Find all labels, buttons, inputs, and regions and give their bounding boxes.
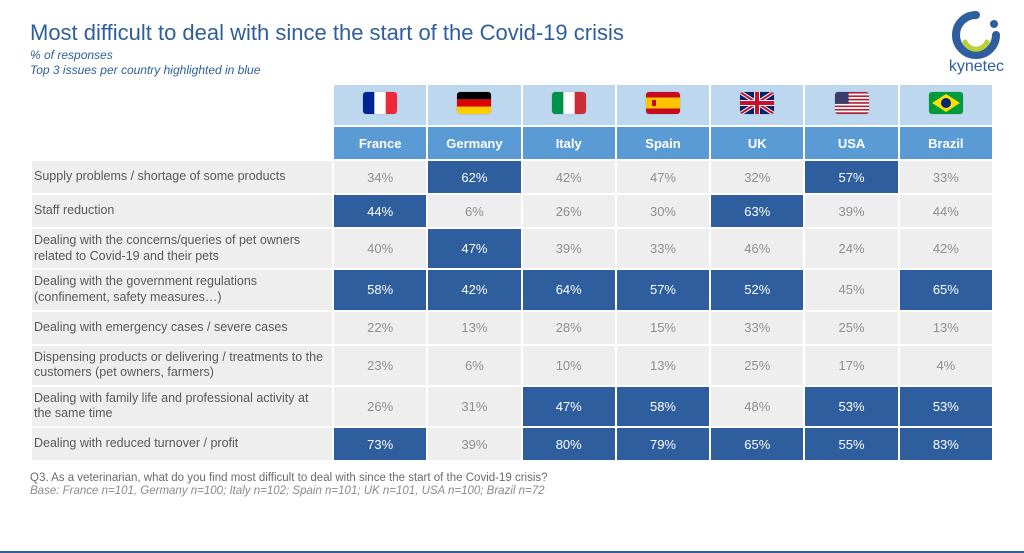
- data-cell: 64%: [523, 270, 615, 309]
- data-cell: 33%: [900, 161, 992, 193]
- data-cell: 39%: [523, 229, 615, 268]
- germany-flag-icon: [457, 92, 491, 114]
- data-cell: 73%: [334, 428, 426, 460]
- data-table: FranceGermanyItalySpainUKUSABrazil Suppl…: [30, 83, 994, 462]
- data-cell: 26%: [523, 195, 615, 227]
- flag-header-brazil: [900, 85, 992, 125]
- subtitle-1: % of responses: [30, 48, 994, 62]
- data-cell: 25%: [805, 312, 897, 344]
- empty-header: [32, 127, 332, 159]
- data-cell: 26%: [334, 387, 426, 426]
- data-cell: 47%: [617, 161, 709, 193]
- flag-header-spain: [617, 85, 709, 125]
- data-cell: 33%: [711, 312, 803, 344]
- flag-header-italy: [523, 85, 615, 125]
- data-cell: 15%: [617, 312, 709, 344]
- data-cell: 53%: [900, 387, 992, 426]
- data-cell: 58%: [617, 387, 709, 426]
- flag-header-uk: [711, 85, 803, 125]
- row-label: Supply problems / shortage of some produ…: [32, 161, 332, 193]
- data-cell: 58%: [334, 270, 426, 309]
- data-cell: 63%: [711, 195, 803, 227]
- footer-base: Base: France n=101, Germany n=100; Italy…: [30, 485, 994, 497]
- row-label: Dispensing products or delivering / trea…: [32, 346, 332, 385]
- data-cell: 65%: [711, 428, 803, 460]
- footer: Q3. As a veterinarian, what do you find …: [30, 472, 994, 497]
- row-label: Staff reduction: [32, 195, 332, 227]
- flag-header-germany: [428, 85, 520, 125]
- logo-text: kynetec: [949, 58, 1004, 76]
- data-cell: 32%: [711, 161, 803, 193]
- data-cell: 65%: [900, 270, 992, 309]
- data-cell: 24%: [805, 229, 897, 268]
- row-label: Dealing with emergency cases / severe ca…: [32, 312, 332, 344]
- data-cell: 79%: [617, 428, 709, 460]
- data-cell: 46%: [711, 229, 803, 268]
- footer-question: Q3. As a veterinarian, what do you find …: [30, 472, 994, 484]
- flag-header-france: [334, 85, 426, 125]
- data-cell: 13%: [428, 312, 520, 344]
- data-cell: 53%: [805, 387, 897, 426]
- country-header: Spain: [617, 127, 709, 159]
- data-cell: 42%: [900, 229, 992, 268]
- data-cell: 47%: [523, 387, 615, 426]
- data-cell: 55%: [805, 428, 897, 460]
- empty-header: [32, 85, 332, 125]
- data-cell: 57%: [617, 270, 709, 309]
- row-label: Dealing with the government regulations …: [32, 270, 332, 309]
- data-cell: 48%: [711, 387, 803, 426]
- data-cell: 33%: [617, 229, 709, 268]
- france-flag-icon: [363, 92, 397, 114]
- data-cell: 10%: [523, 346, 615, 385]
- data-cell: 31%: [428, 387, 520, 426]
- flag-header-usa: [805, 85, 897, 125]
- data-cell: 42%: [428, 270, 520, 309]
- data-cell: 28%: [523, 312, 615, 344]
- data-cell: 45%: [805, 270, 897, 309]
- country-header: Brazil: [900, 127, 992, 159]
- country-header: France: [334, 127, 426, 159]
- data-cell: 83%: [900, 428, 992, 460]
- row-label: Dealing with the concerns/queries of pet…: [32, 229, 332, 268]
- data-cell: 13%: [900, 312, 992, 344]
- usa-flag-icon: [835, 92, 869, 114]
- data-cell: 30%: [617, 195, 709, 227]
- data-cell: 42%: [523, 161, 615, 193]
- data-cell: 6%: [428, 195, 520, 227]
- page-title: Most difficult to deal with since the st…: [30, 20, 994, 46]
- data-cell: 39%: [805, 195, 897, 227]
- data-cell: 39%: [428, 428, 520, 460]
- data-cell: 4%: [900, 346, 992, 385]
- subtitle-2: Top 3 issues per country highlighted in …: [30, 63, 994, 77]
- data-cell: 40%: [334, 229, 426, 268]
- data-cell: 44%: [900, 195, 992, 227]
- country-header: Germany: [428, 127, 520, 159]
- data-cell: 57%: [805, 161, 897, 193]
- country-header: Italy: [523, 127, 615, 159]
- data-cell: 22%: [334, 312, 426, 344]
- data-cell: 34%: [334, 161, 426, 193]
- data-cell: 6%: [428, 346, 520, 385]
- uk-flag-icon: [740, 92, 774, 114]
- data-cell: 44%: [334, 195, 426, 227]
- country-header: USA: [805, 127, 897, 159]
- data-cell: 13%: [617, 346, 709, 385]
- data-cell: 25%: [711, 346, 803, 385]
- data-cell: 17%: [805, 346, 897, 385]
- data-cell: 23%: [334, 346, 426, 385]
- row-label: Dealing with reduced turnover / profit: [32, 428, 332, 460]
- data-cell: 62%: [428, 161, 520, 193]
- spain-flag-icon: [646, 92, 680, 114]
- italy-flag-icon: [552, 92, 586, 114]
- logo-mark-icon: [951, 10, 1001, 60]
- data-cell: 80%: [523, 428, 615, 460]
- brand-logo: kynetec: [949, 10, 1004, 76]
- data-cell: 52%: [711, 270, 803, 309]
- data-cell: 47%: [428, 229, 520, 268]
- row-label: Dealing with family life and professiona…: [32, 387, 332, 426]
- brazil-flag-icon: [929, 92, 963, 114]
- country-header: UK: [711, 127, 803, 159]
